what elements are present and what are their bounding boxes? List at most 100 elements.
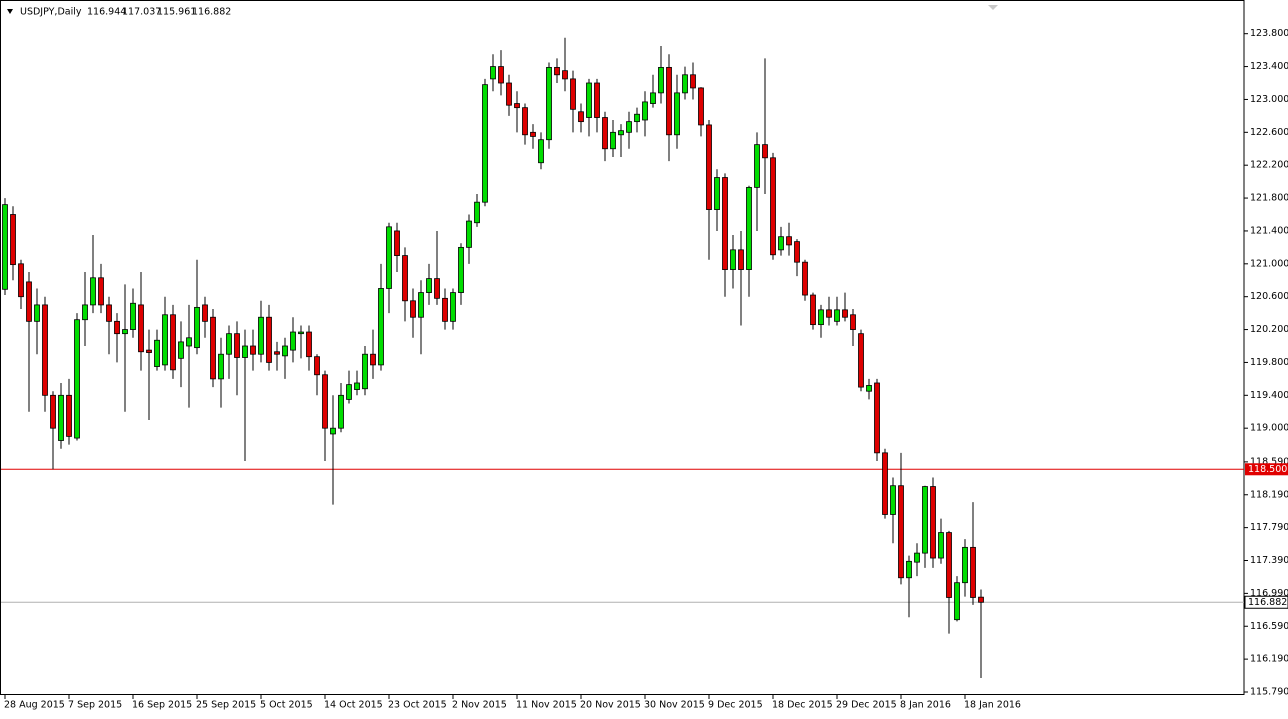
candle-body (18, 263, 24, 298)
header-open: 116.944 (87, 7, 126, 18)
candle-body (410, 300, 416, 318)
candle-body (154, 339, 160, 367)
candle-body (914, 552, 920, 563)
candle-body (594, 82, 600, 118)
candle-body (330, 427, 336, 435)
y-tick-label: 117.790 (1250, 522, 1288, 533)
candle-body (562, 70, 568, 80)
candle-body (690, 74, 696, 89)
candle-body (810, 294, 816, 326)
y-tick-label: 122.600 (1250, 127, 1288, 138)
candle-body (282, 345, 288, 357)
candle-body (90, 277, 96, 306)
candle-body (266, 316, 272, 363)
candle-body (794, 241, 800, 263)
candle-body (170, 314, 176, 371)
y-tick-label: 116.990 (1250, 588, 1288, 599)
candle-body (466, 220, 472, 248)
y-tick-label: 115.790 (1250, 687, 1288, 698)
x-tick-label: 7 Sep 2015 (68, 700, 122, 711)
candle-body (66, 394, 72, 437)
price-label: 116.882 (1248, 597, 1287, 608)
candle-body (890, 485, 896, 515)
candle-body (978, 596, 984, 603)
chart-title: USDJPY,Daily (20, 7, 82, 18)
x-tick-label: 30 Nov 2015 (644, 700, 705, 711)
x-tick-label: 8 Jan 2016 (900, 700, 951, 711)
candle-body (738, 249, 744, 270)
candle-body (450, 292, 456, 322)
candle-body (58, 394, 64, 441)
candle-body (50, 394, 56, 429)
candle-body (338, 394, 344, 429)
candle-body (42, 304, 48, 396)
x-tick-label: 28 Aug 2015 (4, 700, 65, 711)
candle-body (242, 345, 248, 358)
candle-body (578, 111, 584, 123)
candle-body (762, 144, 768, 159)
y-tick-label: 119.800 (1250, 357, 1288, 368)
candle-body (10, 214, 16, 266)
candle-body (298, 331, 304, 335)
candle-body (146, 349, 152, 353)
candle-body (498, 66, 504, 84)
candle-body (522, 107, 528, 136)
x-tick-label: 5 Oct 2015 (260, 700, 313, 711)
candle-body (602, 117, 608, 150)
x-tick-label: 29 Dec 2015 (836, 700, 897, 711)
candle-body (458, 246, 464, 293)
candle-body (802, 261, 808, 296)
x-tick-label: 25 Sep 2015 (196, 700, 256, 711)
candle-body (682, 74, 688, 94)
price-label-box (1244, 595, 1288, 609)
candle-body (138, 304, 144, 353)
candle-body (570, 78, 576, 110)
candle-body (970, 546, 976, 598)
candle-body (746, 186, 752, 270)
menu-arrow[interactable] (7, 9, 13, 14)
candle-body (290, 331, 296, 351)
candle-body (930, 486, 936, 559)
header-high: 117.037 (122, 7, 161, 18)
y-tick-label: 116.590 (1250, 621, 1288, 632)
candle-body (818, 309, 824, 326)
candle-body (858, 333, 864, 388)
candle-body (186, 337, 192, 347)
candle-body (26, 281, 32, 322)
candle-body (218, 353, 224, 380)
candle-body (586, 82, 592, 118)
candle-body (722, 177, 728, 270)
candle-body (634, 113, 640, 123)
candle-body (514, 103, 520, 109)
y-tick-label: 120.600 (1250, 291, 1288, 302)
plot-frame (0, 0, 1245, 695)
candle-body (2, 204, 8, 290)
candle-body (114, 320, 120, 335)
candle-body (34, 304, 40, 322)
candle-body (770, 157, 776, 256)
candle-body (362, 353, 368, 390)
candle-body (546, 66, 552, 141)
candle-body (402, 255, 408, 302)
candle-body (210, 316, 216, 380)
y-tick-label: 117.390 (1250, 555, 1288, 566)
candle-body (506, 82, 512, 106)
candle-body (250, 345, 256, 355)
candle-body (234, 333, 240, 358)
candle-body (386, 226, 392, 289)
y-tick-label: 121.800 (1250, 193, 1288, 204)
candle-body (418, 292, 424, 318)
x-tick-label: 18 Jan 2016 (964, 700, 1021, 711)
candle-body (354, 382, 360, 390)
candle-body (554, 66, 560, 76)
candle-body (130, 302, 136, 330)
y-tick-label: 123.400 (1250, 61, 1288, 72)
candle-body (162, 314, 168, 366)
candle-body (730, 249, 736, 270)
header-low: 115.961 (157, 7, 196, 18)
candle-body (922, 486, 928, 554)
candle-body (306, 331, 312, 358)
candle-body (82, 304, 88, 321)
